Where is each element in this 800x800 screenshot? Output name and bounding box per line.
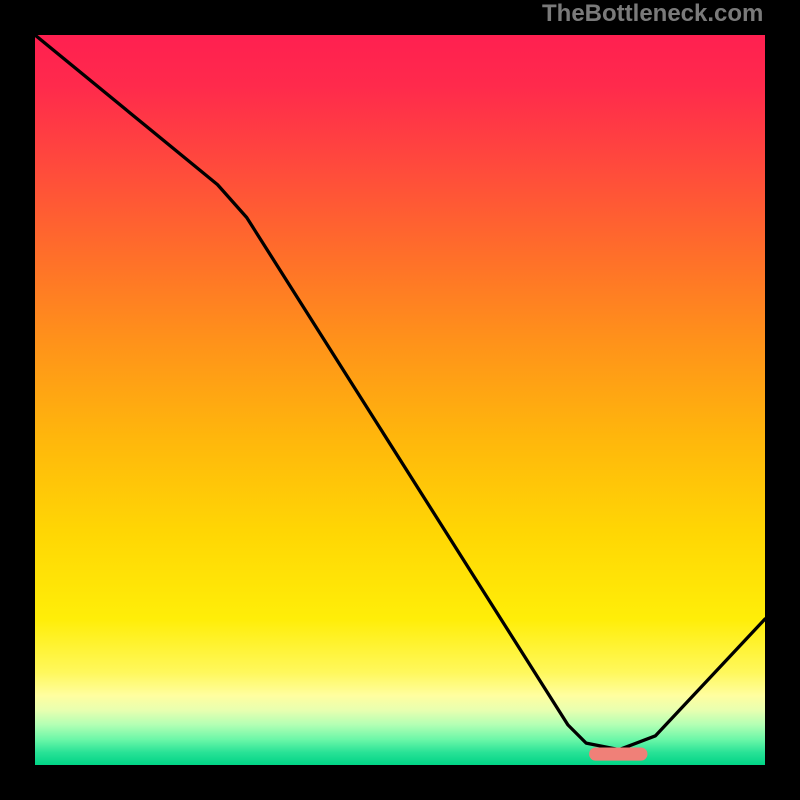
gradient-curve-chart: [35, 35, 765, 765]
optimal-range-marker: [589, 747, 647, 760]
watermark-text: TheBottleneck.com: [542, 0, 763, 28]
gradient-background: [35, 35, 765, 765]
